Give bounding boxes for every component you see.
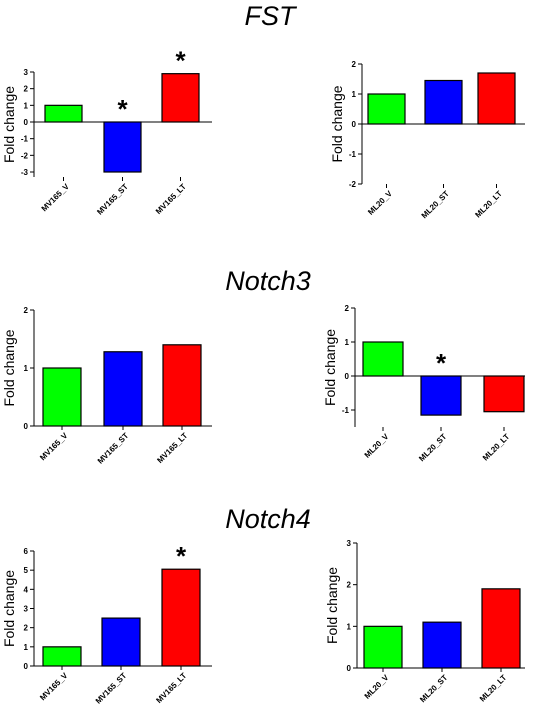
y-tick-label: -3 [21,168,29,177]
y-tick-label: -1 [342,406,350,415]
bar-ml20-v [363,625,403,669]
category-label: MV165_LT [155,431,189,465]
y-tick-label: 1 [24,101,29,110]
y-tick-label: 2 [24,85,29,94]
bar-mv165-st [101,617,141,667]
y-tick-label: -1 [349,150,357,159]
category-label: ML20_ST [418,673,449,704]
bar-mv165-lt [161,568,201,667]
category-label: MV165_V [40,182,72,214]
y-tick-label: 3 [347,539,352,548]
bar-ml20-v [367,93,406,125]
y-tick-label: 3 [24,605,29,614]
bar-ml20-lt [483,375,525,413]
bar-ml20-lt [481,588,521,669]
y-tick-label: 1 [24,643,29,652]
category-label: MV165_V [38,431,70,463]
chart-panel-1: 3 2 1 0 -1 -2 -3 Fold change MV165_V MV165_ST * MV1… [1,46,212,217]
y-tick-label: 2 [24,306,29,315]
category-label: ML20_LT [478,673,509,704]
y-tick-label: -2 [349,180,357,189]
category-label: MV165_LT [154,671,188,705]
y-axis-title: Fold change [1,329,17,406]
y-tick-label: 2 [24,624,29,633]
y-tick-label: 3 [24,68,29,77]
y-tick-label: 4 [24,585,29,594]
category-label: ML20_LT [481,432,512,463]
y-tick-label: 2 [345,304,350,313]
y-tick-label: 2 [347,581,352,590]
chart-panel-2: 2 1 0 -1 -2 Fold change ML20_V ML20_ST ML20_LT [329,60,525,220]
y-tick-label: 2 [352,60,357,69]
y-tick-label: 1 [24,364,29,373]
y-tick-label: 0 [24,422,29,431]
bar-mv165-st [103,121,142,173]
category-label: ML20_LT [473,189,504,220]
significance-star: * [175,46,186,76]
y-tick-label: 0 [345,372,350,381]
y-tick-label: 0 [352,120,357,129]
bar-mv165-v [44,104,83,123]
significance-star: * [117,94,128,124]
y-tick-label: 0 [347,664,352,673]
y-tick-label: 1 [352,90,357,99]
y-tick-label: 1 [347,622,352,631]
category-label: MV165_ST [96,431,131,466]
category-label: MV165_LT [154,182,188,216]
category-label: MV165_ST [94,671,129,706]
y-tick-label: 0 [24,662,29,671]
chart-panel-4: 2 1 0 -1 Fold change ML20_V ML20_ST * ML20_LT [322,304,525,463]
notch4-title: Notch4 [225,504,311,534]
category-label: MV165_ST [95,182,130,217]
bar-ml20-st [420,375,462,416]
y-axis-title: Fold change [329,85,345,162]
y-tick-label: 5 [24,566,29,575]
y-axis-title: Fold change [322,329,338,406]
category-label: ML20_ST [420,189,451,220]
y-tick-label: 1 [345,338,350,347]
bar-ml20-st [422,621,462,669]
bar-mv165-v [42,367,82,427]
y-axis-title: Fold change [1,570,17,647]
chart-panel-3: 2 1 0 Fold change MV165_V MV165_ST MV165_LT [1,306,212,466]
chart-panels: 3 2 1 0 -1 -2 -3 Fold change MV165_V MV165_ST * MV1… [1,46,525,706]
chart-panel-6: 3 2 1 0 Fold change ML20_V ML20_ST ML20_LT [324,539,525,704]
y-tick-label: -2 [21,151,29,160]
notch3-title: Notch3 [225,266,311,296]
bar-ml20-st [424,79,463,125]
category-label: ML20_V [366,189,394,217]
y-axis-title: Fold change [1,86,17,163]
bar-ml20-v [362,341,404,377]
bar-mv165-v [42,646,82,667]
y-tick-label: 6 [24,547,29,556]
category-label: MV165_V [38,671,70,703]
category-label: ML20_V [363,673,391,701]
y-axis-title: Fold change [324,567,340,644]
bar-ml20-lt [477,72,516,125]
y-tick-label: 0 [24,118,29,127]
chart-panel-5: 6 5 4 3 2 1 0 Fold change MV165_V MV165_ST MV165_L… [1,541,212,706]
significance-star: * [176,541,187,571]
bar-mv165-lt [161,73,200,123]
y-tick-label: -1 [21,135,29,144]
fst-title: FST [245,1,299,31]
category-label: ML20_V [363,432,391,460]
bar-mv165-st [103,351,143,427]
bar-mv165-lt [162,344,202,427]
significance-star: * [436,348,447,378]
category-label: ML20_ST [417,432,448,463]
